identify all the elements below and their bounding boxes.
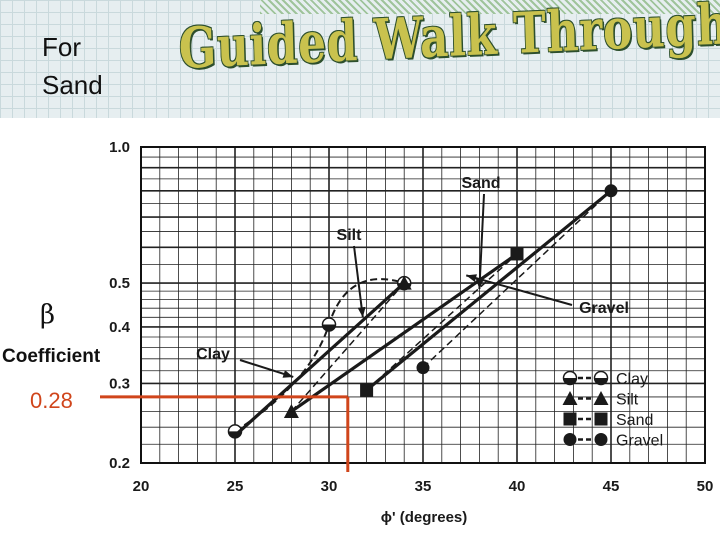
x-tick-label: 35 — [415, 478, 432, 495]
chart-axis-labels: 20 25 30 35 40 45 50 1.0 0.5 0.4 0.3 0.2 ϕ' (degrees… — [109, 139, 713, 526]
chart-annotations: Sand Silt Clay Gravel — [196, 175, 629, 378]
data-point-sand — [510, 247, 524, 261]
beta-symbol: β — [40, 300, 56, 330]
x-tick-label: 25 — [227, 478, 244, 495]
chart-legend: Clay Silt Sand Gravel — [562, 370, 663, 450]
banner-pattern-strip — [260, 0, 720, 14]
x-tick-label: 30 — [321, 478, 338, 495]
data-point-gravel — [416, 361, 430, 375]
coefficient-label: Coefficient — [2, 346, 101, 367]
legend-marker-sand — [594, 412, 608, 426]
annotation-arrow-silt — [353, 245, 364, 318]
y-tick-label: 0.2 — [109, 455, 130, 472]
x-tick-label: 40 — [509, 478, 526, 495]
legend-marker-gravel — [594, 433, 608, 446]
plot-frame — [140, 146, 706, 464]
series-line-gravel — [365, 189, 613, 392]
series-dashed-sand — [366, 253, 518, 391]
series-dashed-gravel — [422, 190, 612, 369]
x-tick-label: 20 — [133, 478, 150, 495]
chart-series — [227, 184, 618, 439]
annotation-arrowhead-sand — [475, 278, 484, 290]
y-tick-label: 0.5 — [109, 275, 130, 292]
annotation-label-clay: Clay — [196, 346, 230, 363]
y-tick-label: 0.4 — [109, 319, 131, 336]
legend-label-sand: Sand — [616, 412, 653, 429]
series-line-silt — [233, 281, 406, 437]
data-point-silt — [396, 275, 412, 290]
annotation-label-sand: Sand — [461, 175, 500, 192]
annotation-arrowhead-gravel — [466, 274, 477, 282]
answer-reading-lines — [100, 395, 350, 472]
series-line-clay — [234, 278, 405, 433]
series-dashed-silt — [290, 282, 405, 412]
data-point-gravel — [604, 184, 618, 198]
legend-marker-sand — [563, 412, 577, 426]
x-axis-label: ϕ' (degrees) — [381, 509, 468, 526]
legend-label-clay: Clay — [616, 371, 648, 388]
x-tick-label: 45 — [603, 478, 620, 495]
answer-value: 0.28 — [30, 388, 73, 413]
corner-label: For Sand — [42, 32, 103, 100]
annotation-arrowhead-clay — [282, 370, 294, 378]
annotation-arrow-sand — [478, 193, 485, 290]
y-tick-label: 1.0 — [109, 139, 130, 156]
legend-marker-clay-fill — [594, 378, 608, 385]
annotation-label-silt: Silt — [337, 227, 363, 244]
legend-marker-gravel — [563, 433, 577, 446]
legend-marker-clay-fill — [563, 378, 577, 385]
y-tick-label: 0.3 — [109, 375, 130, 392]
annotation-arrow-gravel — [465, 274, 573, 306]
legend-label-gravel: Gravel — [616, 433, 663, 450]
chart-grid — [140, 146, 706, 464]
title-banner — [0, 0, 720, 118]
legend-marker-silt — [562, 391, 578, 405]
legend-label-silt: Silt — [616, 392, 639, 409]
x-tick-label: 50 — [697, 478, 714, 495]
data-point-clay-fill — [322, 324, 336, 331]
legend-marker-silt — [593, 391, 609, 405]
annotation-arrowhead-silt — [357, 306, 366, 318]
annotation-label-gravel: Gravel — [579, 300, 629, 317]
